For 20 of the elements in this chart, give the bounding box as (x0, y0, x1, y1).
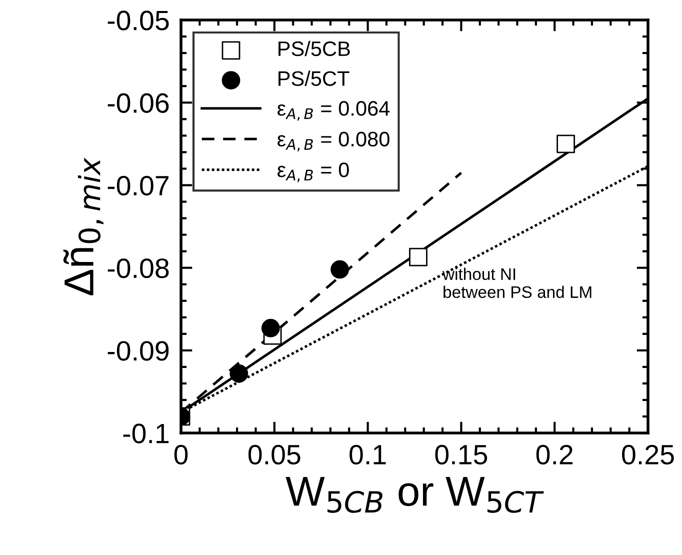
x-tick-label: 0.25 (622, 444, 674, 465)
x-axis-title: W$_{5CB}$ or W$_{5CT}$ (286, 477, 544, 513)
x-tick-label: 0.1 (350, 444, 386, 465)
x-tick-label: 0.05 (248, 444, 300, 465)
y-tick-label: -0.09 (108, 341, 169, 361)
legend-label: PS/5CT (278, 70, 350, 86)
x-tick-label: 0 (174, 444, 188, 465)
legend-label: PS/5CB (278, 40, 350, 56)
legend-label: ε$_{A,B}$ = 0.080 (278, 132, 390, 152)
y-tick-label: -0.06 (108, 93, 169, 113)
y-tick-label: -0.08 (108, 258, 169, 278)
y-tick-label: -0.1 (123, 424, 169, 444)
y-axis-title: Δñ$_{0,mix}$ (63, 158, 104, 296)
y-tick-label: -0.07 (108, 176, 168, 196)
x-tick-label: 0.15 (435, 444, 488, 465)
y-tick-label: -0.05 (108, 10, 169, 30)
legend-label: ε$_{A,B}$ = 0 (278, 162, 349, 182)
annotation: without NI between PS and LM (442, 268, 592, 298)
x-tick-label: 0.2 (536, 444, 573, 465)
legend-label: ε$_{A,B}$ = 0.064 (278, 101, 390, 121)
